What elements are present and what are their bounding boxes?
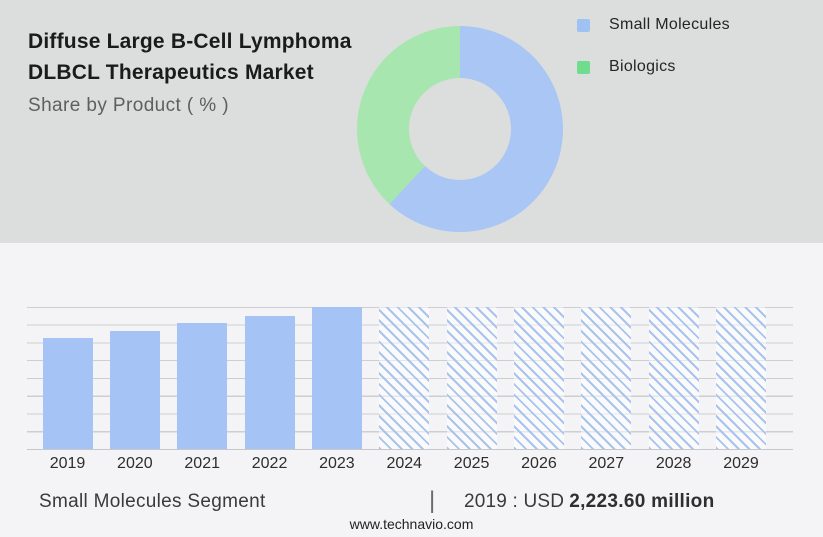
x-axis-label-2021: 2021 (184, 455, 220, 472)
x-axis-label-2028: 2028 (655, 455, 692, 472)
bar-2022 (244, 316, 295, 449)
x-axis-label-2024: 2024 (386, 455, 423, 472)
legend-label: Biologics (609, 58, 676, 75)
bar-2023 (311, 307, 362, 449)
page-title-line-2: DLBCL Therapeutics Market (28, 61, 314, 84)
page-title-line-1: Diffuse Large B-Cell Lymphoma (28, 30, 352, 53)
chart-subtitle: Share by Product ( % ) (28, 95, 229, 116)
caption-value: 2019 : USD 2,223.60 million (464, 491, 715, 513)
caption-value-prefix: 2019 : USD (464, 491, 565, 512)
bar-2025 (446, 307, 497, 449)
website-text: www.technavio.com (349, 516, 474, 532)
x-axis-label-2026: 2026 (521, 455, 557, 472)
x-axis-label-2025: 2025 (453, 455, 490, 472)
caption-value-amount: 2,223.60 million (569, 491, 715, 512)
donut-chart (357, 26, 563, 232)
legend-item-biologics: Biologics (577, 58, 730, 76)
bar-chart-section: 2019 2020 2021 2022 2023 2024 2025 2026 2027 2028… (0, 243, 823, 537)
header-section: Diffuse Large B-Cell Lymphoma DLBCL Ther… (0, 0, 823, 243)
legend-label: Small Molecules (609, 16, 730, 33)
x-axis-label-2029: 2029 (723, 455, 759, 472)
bar-2027 (581, 307, 632, 449)
bar-2026 (513, 307, 564, 449)
segment-label: Small Molecules Segment (39, 491, 266, 512)
legend: Small Molecules Biologics (577, 16, 730, 76)
caption-separator: | (429, 487, 436, 514)
donut-hole (409, 78, 511, 180)
legend-item-small-molecules: Small Molecules (577, 16, 730, 34)
legend-swatch-biologics (577, 60, 590, 74)
x-axis-label-2023: 2023 (319, 455, 355, 472)
bar-2028 (648, 307, 699, 449)
x-axis-label-2027: 2027 (588, 455, 625, 472)
x-axis-label-2019: 2019 (49, 455, 86, 472)
bar-2021 (177, 323, 228, 449)
bar-2020 (109, 331, 160, 449)
legend-swatch-small-molecules (577, 18, 590, 32)
bar-2024 (379, 307, 430, 449)
bar-2029 (716, 307, 766, 449)
x-axis-label-2020: 2020 (117, 455, 153, 472)
title-block: Diffuse Large B-Cell Lymphoma DLBCL Ther… (28, 26, 352, 117)
bar-2019 (42, 338, 93, 449)
x-axis-label-2022: 2022 (251, 455, 288, 472)
caption-row: Small Molecules Segment | 2019 : USD 2,22… (0, 487, 823, 517)
